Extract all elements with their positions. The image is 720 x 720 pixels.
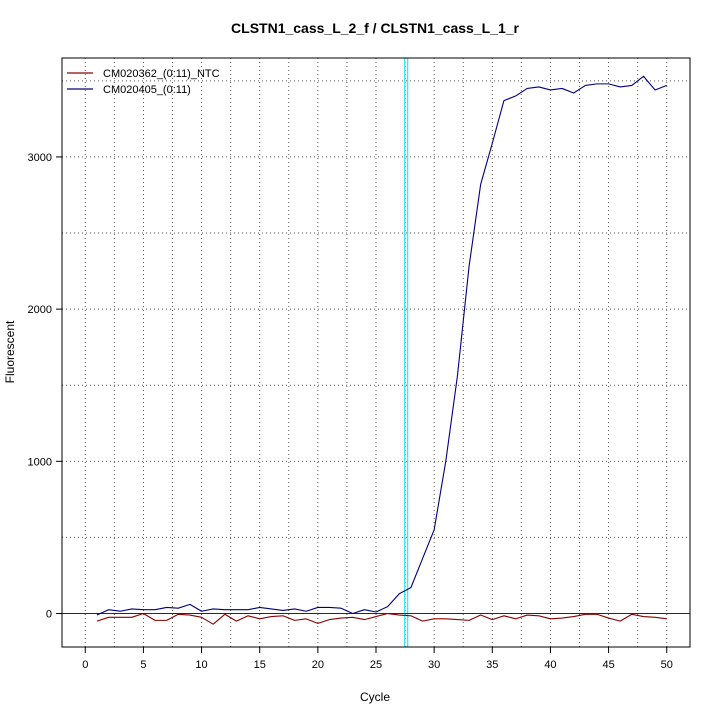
legend-label: CM020362_(0:11)_NTC	[103, 68, 220, 80]
x-tick-label: 30	[428, 659, 440, 671]
grid	[62, 58, 690, 647]
x-tick-label: 20	[312, 659, 324, 671]
x-tick-label: 15	[254, 659, 266, 671]
legend: CM020362_(0:11)_NTC CM020405_(0:11)	[67, 68, 220, 96]
y-axis-label: Fluorescent	[3, 320, 17, 383]
y-tick-label: 0	[46, 609, 52, 621]
x-tick-label: 25	[370, 659, 382, 671]
x-tick-label: 40	[544, 659, 556, 671]
x-tick-label: 0	[82, 659, 88, 671]
series-group	[96, 75, 667, 625]
x-tick-label: 35	[486, 659, 498, 671]
y-tick-label: 2000	[28, 304, 52, 316]
y-axis: 0 1000 2000 3000	[28, 152, 62, 621]
legend-label: CM020405_(0:11)	[103, 84, 191, 96]
x-tick-label: 45	[602, 659, 614, 671]
chart-title: CLSTN1_cass_L_2_f / CLSTN1_cass_L_1_r	[231, 20, 519, 36]
x-axis-label: Cycle	[360, 690, 390, 704]
x-tick-label: 10	[195, 659, 207, 671]
threshold-marker	[404, 58, 409, 647]
series-line-1	[96, 612, 667, 625]
x-tick-label: 5	[140, 659, 146, 671]
y-tick-label: 3000	[28, 152, 52, 164]
x-tick-label: 50	[661, 659, 673, 671]
x-axis: 0 5 10 15 20 25 30 35 40 45 50	[82, 647, 673, 671]
y-tick-label: 1000	[28, 456, 52, 468]
series-line-2	[96, 75, 667, 616]
